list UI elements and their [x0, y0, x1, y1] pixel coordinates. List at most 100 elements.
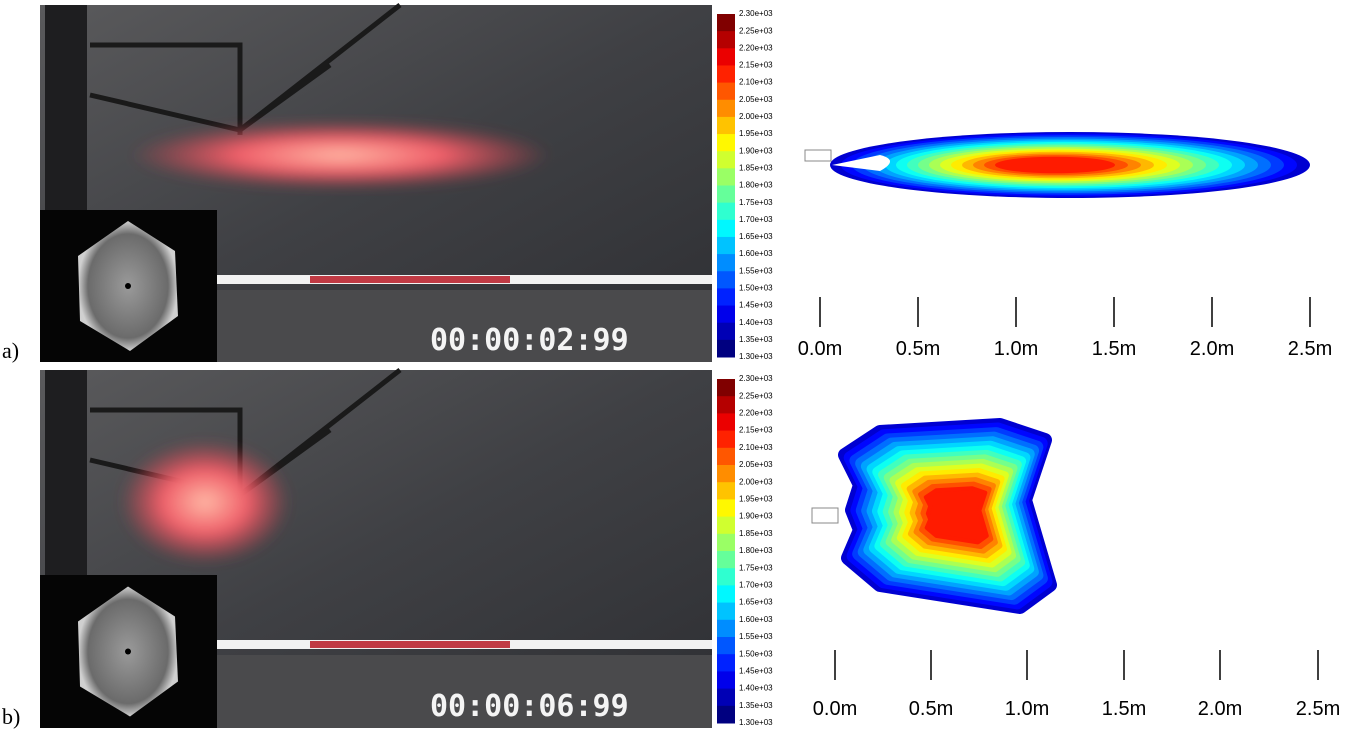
flame — [130, 121, 550, 189]
colorbar-band — [717, 534, 735, 552]
scale-label: 0.5m — [909, 698, 953, 720]
colorbar-band — [717, 186, 735, 204]
colorbar-band — [717, 306, 735, 324]
colorbar-band — [717, 220, 735, 238]
colorbar-label: 1.85e+03 — [739, 529, 773, 538]
colorbar-label: 1.50e+03 — [739, 284, 773, 293]
colorbar-label: 1.35e+03 — [739, 335, 773, 344]
colorbar-band — [717, 271, 735, 289]
colorbar-band — [717, 14, 735, 32]
colorbar-band — [717, 379, 735, 397]
colorbar-label: 1.95e+03 — [739, 129, 773, 138]
colorbar-band — [717, 448, 735, 466]
colorbar-band — [717, 465, 735, 483]
nozzle-hole — [125, 649, 131, 655]
panel: 00:00:02:99 a) 2.30e+03 2.25e+03 2.20e+03 2.1… — [2, 5, 1332, 363]
colorbar-band — [717, 65, 735, 83]
colorbar-band — [717, 237, 735, 255]
colorbar-label: 1.75e+03 — [739, 563, 773, 572]
colorbar-band — [717, 151, 735, 169]
colorbar-band — [717, 396, 735, 414]
colorbar-band — [717, 203, 735, 221]
colorbar-label: 1.80e+03 — [739, 546, 773, 555]
scale-label: 1.5m — [1102, 698, 1146, 720]
colorbar-label: 1.60e+03 — [739, 249, 773, 258]
scale-label: 2.0m — [1190, 338, 1234, 360]
panel-label: b) — [2, 704, 20, 729]
colorbar-label: 1.90e+03 — [739, 146, 773, 155]
panel: 00:00:06:99 b) 2.30e+03 2.25e+03 2.20e+03 2.1… — [2, 370, 1340, 729]
colorbar-label: 2.05e+03 — [739, 460, 773, 469]
colorbar-band — [717, 603, 735, 621]
colorbar-label: 2.25e+03 — [739, 391, 773, 400]
colorbar-label: 1.35e+03 — [739, 701, 773, 710]
colorbar-label: 2.15e+03 — [739, 61, 773, 70]
ruler-mark — [310, 641, 510, 648]
colorbar-band — [717, 482, 735, 500]
colorbar-band — [717, 689, 735, 707]
colorbar-band — [717, 671, 735, 689]
nozzle — [812, 508, 838, 523]
colorbar-band — [717, 637, 735, 655]
flame — [120, 440, 290, 564]
colorbar-band — [717, 413, 735, 431]
colorbar-label: 1.60e+03 — [739, 615, 773, 624]
scale-label: 2.5m — [1296, 698, 1340, 720]
colorbar-label: 1.70e+03 — [739, 581, 773, 590]
colorbar-band — [717, 31, 735, 49]
colorbar-label: 2.30e+03 — [739, 374, 773, 383]
timestamp: 00:00:02:99 — [430, 323, 629, 358]
colorbar-label: 1.80e+03 — [739, 181, 773, 190]
colorbar-label: 2.00e+03 — [739, 477, 773, 486]
colorbar-label: 1.75e+03 — [739, 198, 773, 207]
colorbar-label: 1.55e+03 — [739, 266, 773, 275]
ruler-mark — [310, 276, 510, 283]
colorbar-band — [717, 100, 735, 118]
scale-label: 0.5m — [896, 338, 940, 360]
colorbar-label: 2.10e+03 — [739, 78, 773, 87]
colorbar-label: 1.40e+03 — [739, 684, 773, 693]
colorbar-label: 1.40e+03 — [739, 318, 773, 327]
colorbar-band — [717, 323, 735, 341]
colorbar-label: 1.70e+03 — [739, 215, 773, 224]
colorbar-band — [717, 254, 735, 272]
colorbar-label: 2.10e+03 — [739, 443, 773, 452]
colorbar-band — [717, 568, 735, 586]
scale-label: 0.0m — [813, 698, 857, 720]
colorbar-label: 1.85e+03 — [739, 163, 773, 172]
colorbar-label: 1.65e+03 — [739, 232, 773, 241]
scale-label: 1.5m — [1092, 338, 1136, 360]
colorbar-label: 2.05e+03 — [739, 95, 773, 104]
panel-label: a) — [2, 338, 19, 363]
colorbar-label: 2.15e+03 — [739, 426, 773, 435]
timestamp: 00:00:06:99 — [430, 689, 629, 724]
scale-label: 2.5m — [1288, 338, 1332, 360]
colorbar-label: 1.50e+03 — [739, 649, 773, 658]
colorbar-band — [717, 585, 735, 603]
colorbar-label: 1.90e+03 — [739, 512, 773, 521]
colorbar-label: 2.20e+03 — [739, 409, 773, 418]
colorbar-band — [717, 499, 735, 517]
colorbar-band — [717, 706, 735, 724]
nozzle-hole — [125, 283, 131, 289]
nozzle — [805, 150, 831, 161]
colorbar-label: 1.95e+03 — [739, 495, 773, 504]
colorbar-label: 1.45e+03 — [739, 667, 773, 676]
colorbar-band — [717, 117, 735, 135]
colorbar-band — [717, 654, 735, 672]
colorbar-band — [717, 431, 735, 449]
scale-label: 1.0m — [1005, 698, 1049, 720]
colorbar-label: 2.20e+03 — [739, 43, 773, 52]
colorbar-label: 2.25e+03 — [739, 26, 773, 35]
colorbar-label: 2.00e+03 — [739, 112, 773, 121]
contour-level — [926, 488, 987, 542]
colorbar-band — [717, 620, 735, 638]
colorbar-label: 1.45e+03 — [739, 301, 773, 310]
colorbar-band — [717, 48, 735, 66]
colorbar-band — [717, 551, 735, 569]
colorbar-label: 1.55e+03 — [739, 632, 773, 641]
contour-level — [995, 157, 1115, 174]
colorbar-label: 1.30e+03 — [739, 718, 773, 727]
colorbar-band — [717, 340, 735, 358]
colorbar-label: 2.30e+03 — [739, 9, 773, 18]
